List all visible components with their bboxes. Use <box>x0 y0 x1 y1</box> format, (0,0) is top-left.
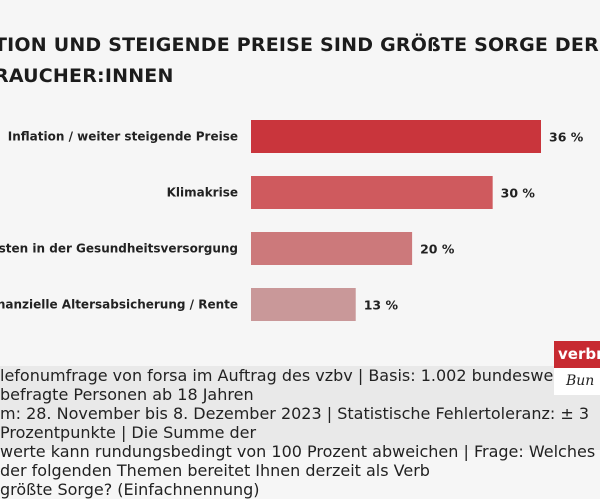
bar <box>251 288 356 321</box>
logo-wordmark: verbra <box>554 341 600 368</box>
source-line-3: werte kann rundungsbedingt von 100 Proze… <box>0 442 596 480</box>
source-footer: lefonumfrage von forsa im Auftrag des vz… <box>0 366 600 499</box>
logo-subline: Bun <box>566 373 595 389</box>
bar <box>251 176 493 209</box>
value-label: 30 % <box>501 186 536 201</box>
bar-chart: Inflation / weiter steigende Preise 36 % K… <box>0 120 584 321</box>
value-label: 13 % <box>364 298 399 313</box>
chart-title-line-1: TION UND STEIGENDE PREISE SIND GRÖßTE SO… <box>0 34 599 56</box>
category-label: finanzielle Altersabsicherung / Rente <box>0 298 238 312</box>
chart-title: TION UND STEIGENDE PREISE SIND GRÖßTE SO… <box>0 30 599 92</box>
category-label: Inflation / weiter steigende Preise <box>8 130 238 144</box>
source-line-1: lefonumfrage von forsa im Auftrag des vz… <box>0 366 565 404</box>
bar <box>251 120 541 153</box>
bar <box>251 232 413 265</box>
category-label: e Kosten in der Gesundheitsversorgung <box>0 242 238 256</box>
category-label: Klimakrise <box>167 186 238 200</box>
value-label: 36 % <box>549 130 584 145</box>
chart-title-line-2: RAUCHER:INNEN <box>0 65 174 87</box>
source-line-2: m: 28. November bis 8. Dezember 2023 | S… <box>0 404 590 442</box>
vzbv-logo: verbra Bun <box>554 341 600 395</box>
source-line-4: größte Sorge? (Einfachnennung) <box>0 480 260 499</box>
value-label: 20 % <box>420 242 455 257</box>
